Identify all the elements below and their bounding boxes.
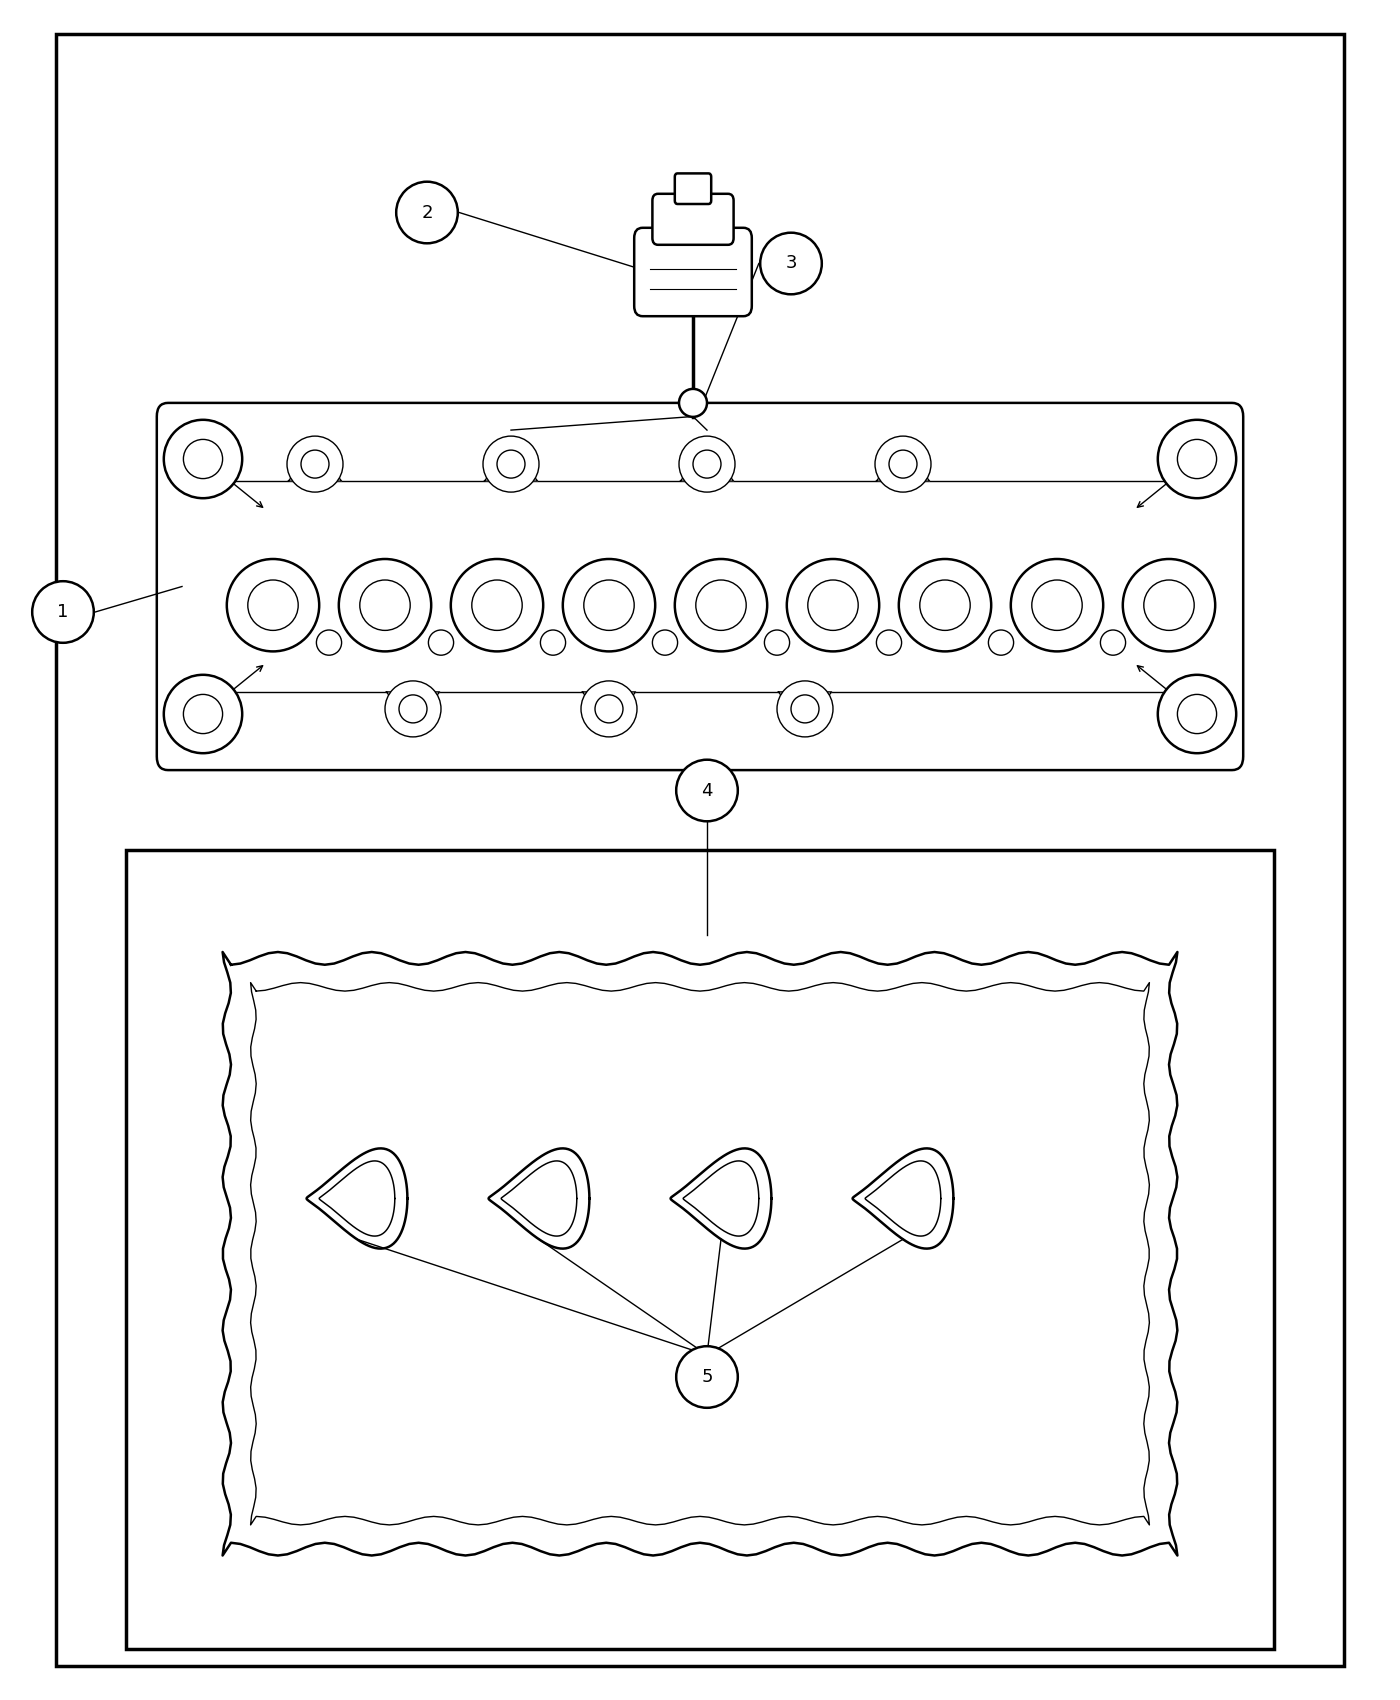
Ellipse shape: [875, 437, 931, 491]
Ellipse shape: [227, 559, 319, 651]
Ellipse shape: [777, 682, 833, 736]
Ellipse shape: [1144, 580, 1194, 631]
Ellipse shape: [248, 580, 298, 631]
Ellipse shape: [339, 559, 431, 651]
Ellipse shape: [808, 580, 858, 631]
Polygon shape: [307, 1149, 407, 1248]
Polygon shape: [484, 447, 538, 481]
Ellipse shape: [1032, 580, 1082, 631]
Ellipse shape: [1011, 559, 1103, 651]
Ellipse shape: [988, 631, 1014, 655]
Text: 1: 1: [57, 604, 69, 620]
FancyBboxPatch shape: [652, 194, 734, 245]
Ellipse shape: [385, 682, 441, 736]
Ellipse shape: [399, 695, 427, 722]
Ellipse shape: [676, 760, 738, 821]
Ellipse shape: [316, 631, 342, 655]
Polygon shape: [489, 1149, 589, 1248]
Ellipse shape: [581, 682, 637, 736]
Ellipse shape: [32, 581, 94, 643]
Polygon shape: [386, 692, 440, 726]
Ellipse shape: [760, 233, 822, 294]
FancyBboxPatch shape: [157, 403, 1243, 770]
Ellipse shape: [1100, 631, 1126, 655]
Ellipse shape: [183, 694, 223, 734]
Ellipse shape: [563, 559, 655, 651]
Ellipse shape: [1158, 420, 1236, 498]
Ellipse shape: [679, 437, 735, 491]
Polygon shape: [876, 447, 930, 481]
Ellipse shape: [791, 695, 819, 722]
Ellipse shape: [183, 439, 223, 479]
Ellipse shape: [889, 450, 917, 478]
Ellipse shape: [301, 450, 329, 478]
Ellipse shape: [360, 580, 410, 631]
Ellipse shape: [1177, 439, 1217, 479]
Ellipse shape: [652, 631, 678, 655]
Bar: [126, 850, 1274, 1649]
Ellipse shape: [540, 631, 566, 655]
Ellipse shape: [164, 420, 242, 498]
Ellipse shape: [679, 389, 707, 416]
Polygon shape: [778, 692, 832, 726]
Polygon shape: [680, 447, 734, 481]
Ellipse shape: [696, 580, 746, 631]
Ellipse shape: [787, 559, 879, 651]
Ellipse shape: [595, 695, 623, 722]
Polygon shape: [853, 1149, 953, 1248]
FancyBboxPatch shape: [634, 228, 752, 316]
Ellipse shape: [451, 559, 543, 651]
Ellipse shape: [693, 450, 721, 478]
Ellipse shape: [676, 1346, 738, 1408]
Ellipse shape: [920, 580, 970, 631]
Ellipse shape: [483, 437, 539, 491]
Ellipse shape: [764, 631, 790, 655]
Ellipse shape: [1158, 675, 1236, 753]
Ellipse shape: [675, 559, 767, 651]
FancyBboxPatch shape: [675, 173, 711, 204]
Polygon shape: [288, 447, 342, 481]
Text: 4: 4: [701, 782, 713, 799]
Ellipse shape: [428, 631, 454, 655]
Ellipse shape: [287, 437, 343, 491]
Text: 2: 2: [421, 204, 433, 221]
Ellipse shape: [899, 559, 991, 651]
Ellipse shape: [472, 580, 522, 631]
Ellipse shape: [584, 580, 634, 631]
Polygon shape: [671, 1149, 771, 1248]
Text: 3: 3: [785, 255, 797, 272]
Ellipse shape: [497, 450, 525, 478]
Polygon shape: [582, 692, 636, 726]
Ellipse shape: [396, 182, 458, 243]
Ellipse shape: [1123, 559, 1215, 651]
Ellipse shape: [876, 631, 902, 655]
Ellipse shape: [164, 675, 242, 753]
Text: 5: 5: [701, 1368, 713, 1385]
Ellipse shape: [1177, 694, 1217, 734]
